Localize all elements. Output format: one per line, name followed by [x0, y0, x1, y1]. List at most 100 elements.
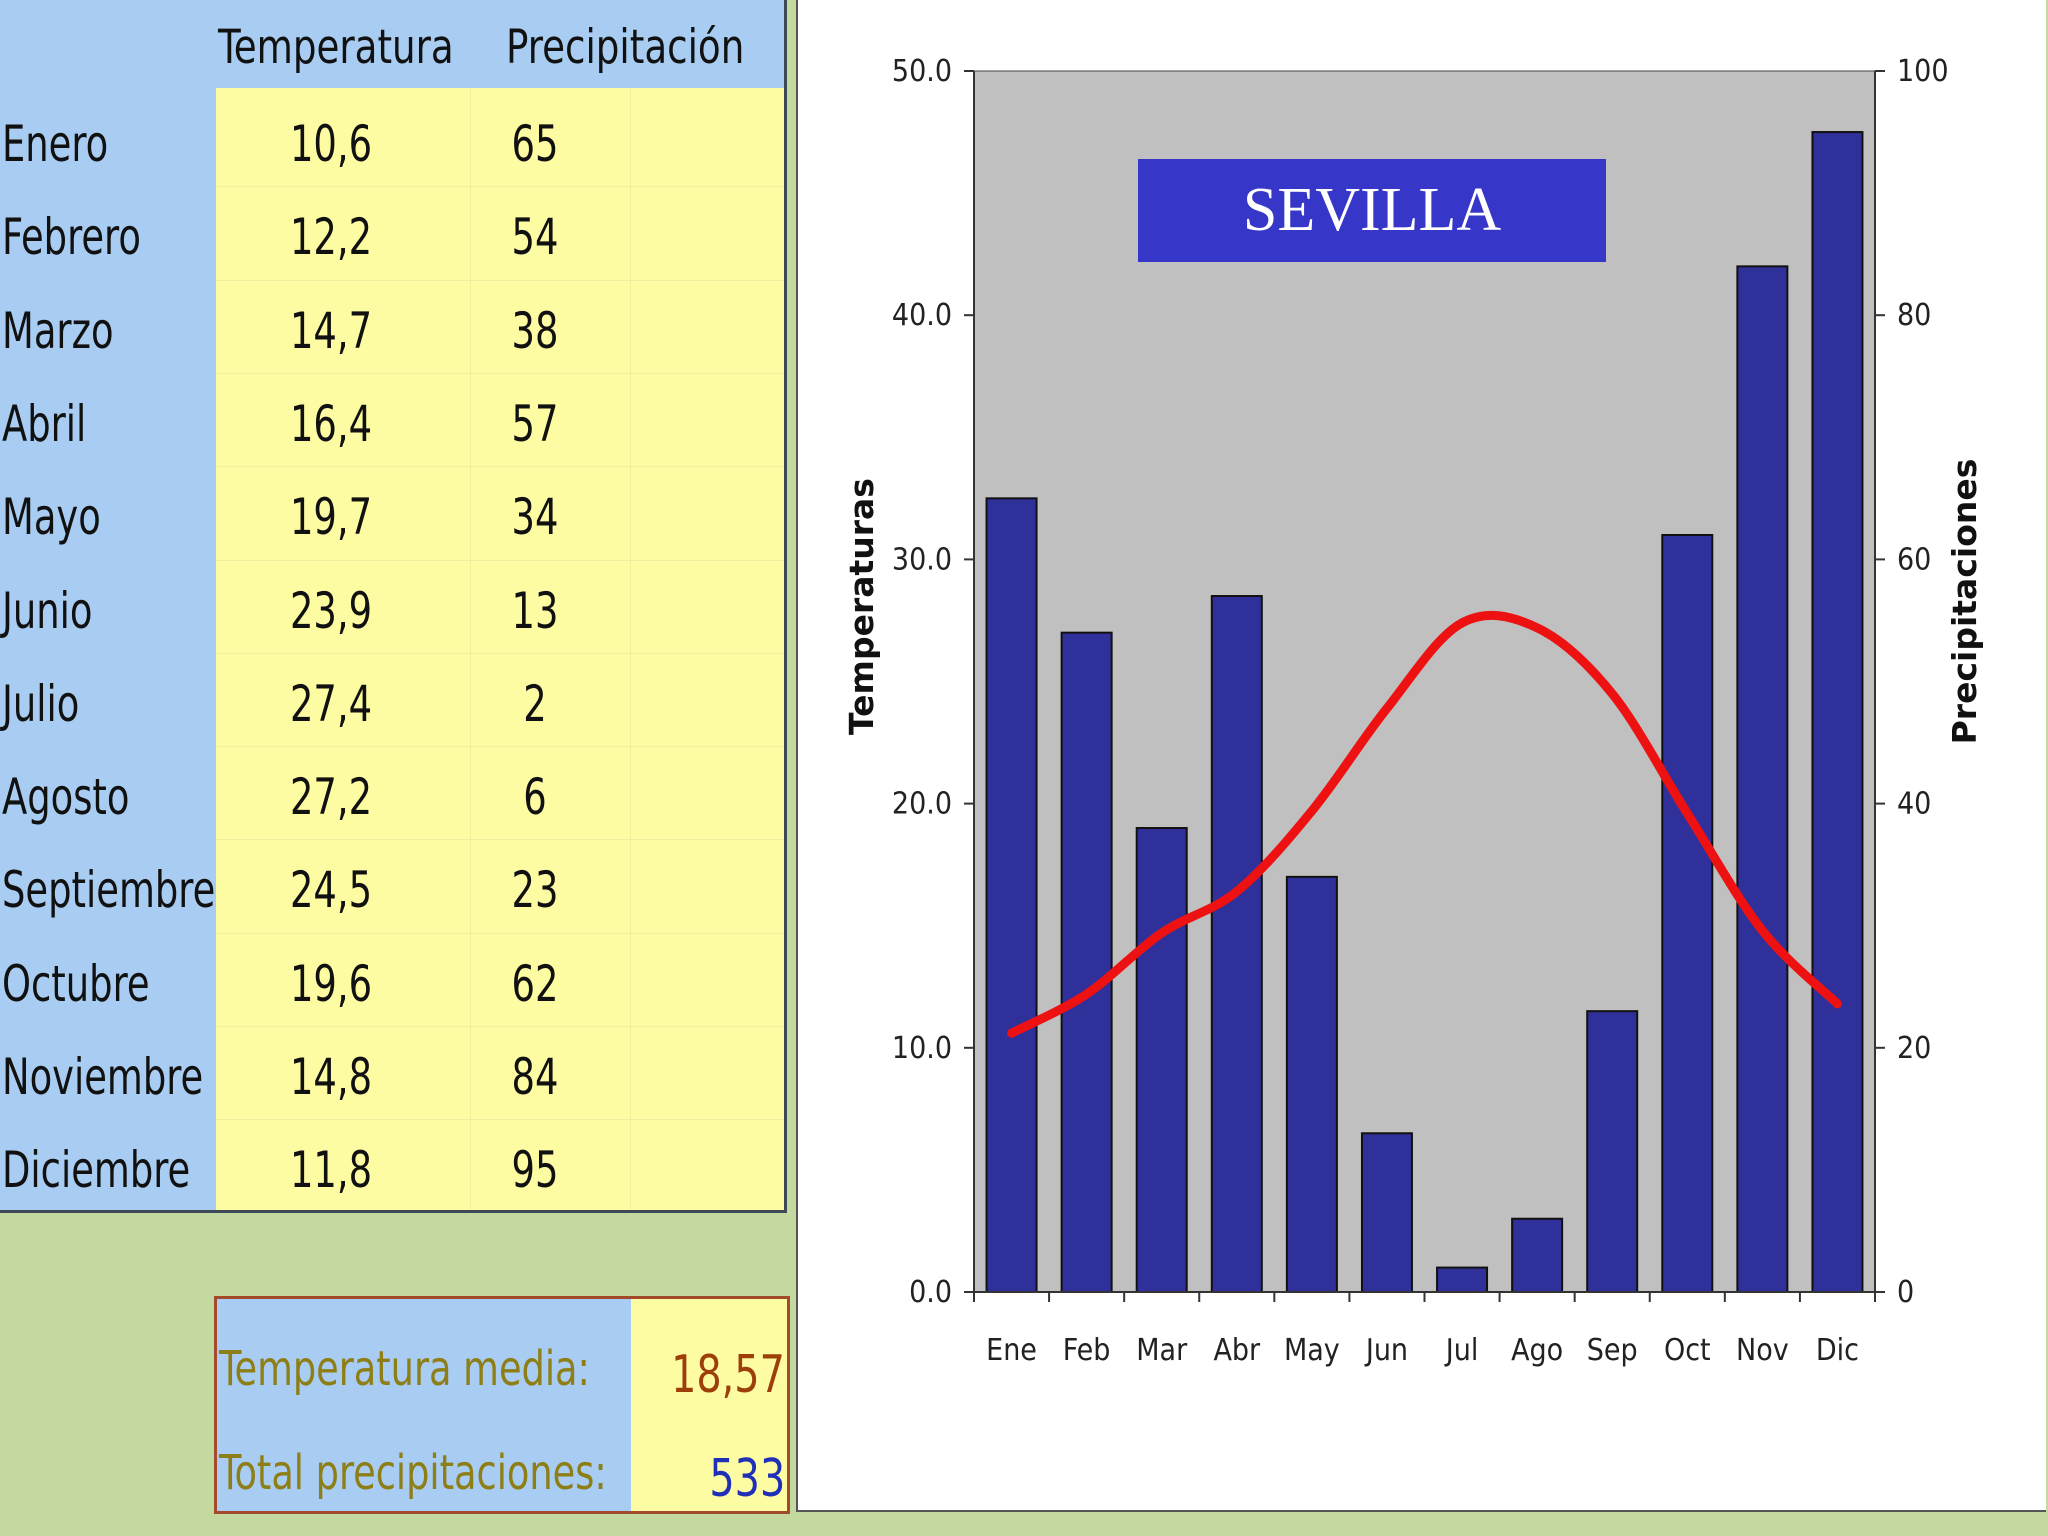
total-precipitation-label: Total precipitaciones:	[219, 1445, 607, 1501]
table-gridline	[470, 88, 471, 1210]
precipitation-cell: 23	[511, 861, 559, 920]
x-tick-label: Feb	[1063, 1333, 1111, 1368]
precipitation-bar	[1811, 131, 1864, 1293]
temperature-cell: 11,8	[289, 1141, 373, 1200]
y-axis-title: Temperaturas	[842, 478, 881, 735]
y2-tick-label: 20	[1897, 1031, 1931, 1066]
precipitation-cell: 65	[511, 115, 559, 173]
y-tick-label: 40.0	[892, 298, 952, 333]
temperature-cell: 10,6	[289, 115, 373, 173]
table-row: Abril 16,4 57	[0, 381, 787, 474]
x-tick-label: May	[1284, 1333, 1340, 1368]
precipitation-bar	[985, 497, 1038, 1294]
summary-box: Temperatura media: 18,57 Total precipita…	[214, 1296, 790, 1514]
x-tick-label: Abr	[1213, 1333, 1261, 1368]
month-cell: Abril	[2, 394, 87, 453]
y-tick-label: 0.0	[909, 1275, 952, 1310]
table-row: Septiembre 24,5 23	[0, 847, 787, 940]
month-cell: Julio	[2, 674, 80, 733]
month-cell: Mayo	[2, 488, 101, 547]
table-row: Marzo 14,7 38	[0, 288, 787, 381]
y-tick-label: 10.0	[892, 1031, 952, 1066]
temperature-cell: 14,8	[289, 1048, 373, 1106]
precipitation-bar	[1285, 875, 1338, 1293]
temperature-cell: 14,7	[289, 301, 373, 360]
table-row: Mayo 19,7 34	[0, 474, 787, 567]
temperature-line	[1007, 610, 1842, 1038]
table-gridline	[216, 372, 784, 374]
precipitation-bar	[1511, 1217, 1564, 1293]
precipitation-cell: 13	[511, 581, 559, 640]
table-gridline	[216, 932, 784, 934]
x-tick-label: Nov	[1736, 1333, 1789, 1368]
table-values-area	[216, 88, 784, 1210]
chart-title: SEVILLA	[1138, 159, 1606, 262]
x-tick-label: Mar	[1136, 1333, 1188, 1368]
table-gridline	[216, 466, 784, 468]
temperature-cell: 24,5	[289, 861, 373, 920]
x-tick-label: Ene	[986, 1333, 1037, 1368]
precipitation-bar	[1436, 1266, 1489, 1293]
month-cell: Enero	[2, 115, 109, 173]
table-gridline	[216, 746, 784, 748]
table-gridline	[216, 279, 784, 281]
table-gridline	[216, 839, 784, 841]
table-gridline	[216, 186, 784, 188]
temperature-cell: 27,4	[289, 674, 373, 733]
table-row: Febrero 12,2 54	[0, 194, 787, 287]
precipitation-bar	[1360, 1132, 1413, 1294]
month-cell: Junio	[2, 581, 93, 640]
table-row: Noviembre 14,8 84	[0, 1034, 787, 1127]
precipitation-bar	[1736, 265, 1789, 1293]
precipitation-cell: 84	[511, 1048, 559, 1106]
y2-tick-label: 100	[1897, 54, 1949, 89]
temperature-cell: 19,6	[289, 954, 373, 1013]
temperature-cell: 23,9	[289, 581, 373, 640]
y2-tick-label: 40	[1897, 787, 1931, 822]
temperature-cell: 27,2	[289, 768, 373, 827]
table-row: Julio 27,4 2	[0, 661, 787, 754]
y-tick-label: 20.0	[892, 787, 952, 822]
month-cell: Septiembre	[2, 861, 216, 920]
table-gridline	[216, 559, 784, 561]
month-cell: Diciembre	[2, 1141, 191, 1200]
table-row: Diciembre 11,8 95	[0, 1127, 787, 1220]
precipitation-cell: 54	[511, 208, 559, 267]
precipitation-cell: 57	[511, 394, 559, 453]
month-cell: Febrero	[2, 208, 141, 267]
y2-tick-label: 0	[1897, 1275, 1914, 1310]
climate-table: Temperatura Precipitación Enero 10,6 65 Feb…	[0, 0, 787, 1213]
table-row: Junio 23,9 13	[0, 568, 787, 661]
chart-svg: 0.0 10.0 20.0 30.0 40.0 50.0 0 20 40 60 80 100 Ene Fe…	[842, 54, 1984, 1368]
average-temperature-label: Temperatura media:	[219, 1341, 590, 1397]
precipitation-cell: 6	[523, 768, 547, 827]
precipitation-bar	[1586, 1010, 1639, 1293]
header-precipitation: Precipitación	[506, 20, 745, 75]
plot-area	[973, 70, 1876, 1293]
table-row: Agosto 27,2 6	[0, 754, 787, 847]
temperature-cell: 12,2	[289, 208, 373, 267]
total-precipitation-value: 533	[709, 1449, 785, 1509]
table-gridline	[216, 1119, 784, 1121]
table-gridline	[630, 88, 631, 1210]
month-cell: Marzo	[2, 301, 114, 360]
x-tick-label: Jul	[1444, 1333, 1479, 1368]
month-cell: Octubre	[2, 954, 150, 1013]
table-gridline	[216, 1026, 784, 1027]
month-cell: Noviembre	[2, 1048, 204, 1106]
precipitation-cell: 2	[523, 674, 547, 733]
precipitation-cell: 95	[511, 1141, 559, 1200]
month-cell: Agosto	[2, 768, 130, 827]
precipitation-bar	[1661, 533, 1714, 1293]
summary-values-area	[631, 1299, 787, 1511]
y-tick-label: 50.0	[892, 54, 952, 89]
x-tick-label: Oct	[1664, 1333, 1711, 1368]
y2-tick-label: 80	[1897, 298, 1931, 333]
precipitation-bar	[1060, 631, 1113, 1293]
precipitation-cell: 38	[511, 301, 559, 360]
x-tick-label: Jun	[1364, 1333, 1408, 1368]
y2-axis-title: Precipitaciones	[1945, 459, 1984, 745]
x-tick-label: Dic	[1816, 1333, 1859, 1368]
x-tick-label: Sep	[1587, 1333, 1638, 1368]
precipitation-cell: 34	[511, 488, 559, 547]
